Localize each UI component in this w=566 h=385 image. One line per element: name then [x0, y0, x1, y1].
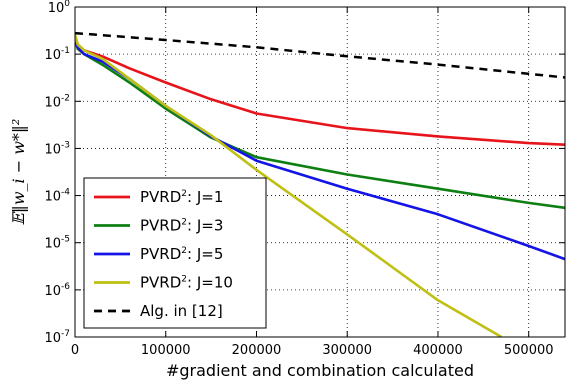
x-tick-labels: 0 100000 200000 300000 400000 500000: [71, 343, 554, 358]
x-tick-label: 300000: [322, 343, 372, 358]
x-tick-label: 100000: [141, 343, 191, 358]
y-tick-label: 10-4: [44, 188, 70, 205]
x-tick-label: 200000: [232, 343, 282, 358]
legend-label: Alg. in [12]: [140, 302, 223, 320]
x-tick-label: 0: [71, 343, 79, 358]
y-axis-label: 𝔼‖w_i − w*‖²: [9, 119, 28, 226]
legend-label: PVRD2: J=5: [140, 245, 223, 263]
plot-frame: [74, 6, 566, 338]
legend-label: PVRD2: J=1: [140, 188, 223, 206]
legend: PVRD2: J=1 PVRD2: J=3 PVRD2: J=5 PVRD2: J=1…: [83, 177, 267, 329]
y-tick-label: 10-2: [44, 93, 70, 110]
series-layer: [75, 31, 565, 337]
y-tick-label: 10-1: [44, 46, 70, 63]
y-tick-label: 100: [48, 0, 71, 16]
x-tick-label: 400000: [413, 343, 463, 358]
y-tick-label: 10-5: [44, 235, 70, 252]
series-line: [75, 34, 503, 337]
x-axis-label: #gradient and combination calculated: [166, 361, 474, 380]
y-tick-label: 10-6: [44, 282, 70, 299]
legend-label: PVRD2: J=10: [140, 274, 233, 292]
x-tick-label: 500000: [504, 343, 554, 358]
y-tick-label: 10-3: [44, 140, 70, 157]
y-tick-label: 10-7: [44, 329, 70, 346]
legend-label: PVRD2: J=3: [140, 217, 223, 235]
y-tick-labels: 100 10-1 10-2 10-3 10-4 10-5 10-6 10-7: [44, 0, 70, 346]
series-line: [75, 31, 565, 79]
ticks: [74, 6, 565, 338]
